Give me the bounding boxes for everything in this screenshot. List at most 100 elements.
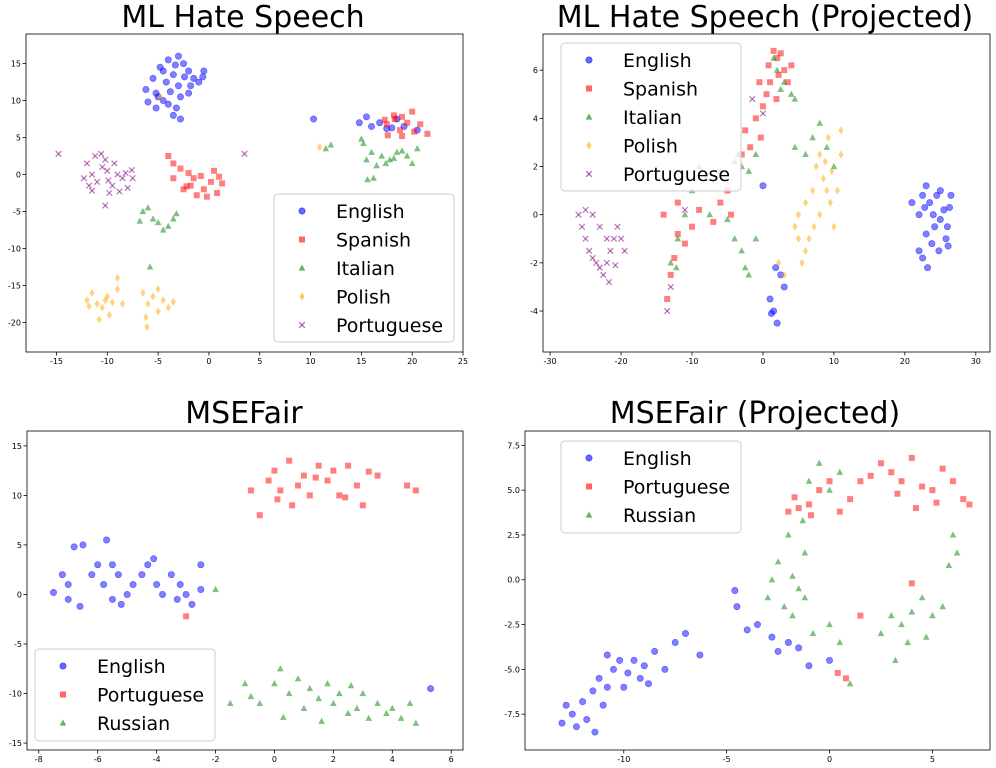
data-point [310,115,318,123]
data-point [809,133,816,141]
data-point [241,680,249,687]
data-point [306,492,313,499]
data-point [265,477,272,484]
data-point [811,222,817,231]
y-tick-label: -10 [9,690,22,699]
data-point [214,190,221,196]
data-point [109,182,116,189]
data-point [674,230,681,237]
data-point [589,687,597,695]
data-point [612,262,619,269]
data-point [728,211,735,218]
data-point [170,175,177,182]
data-point [928,240,936,248]
legend-label: English [336,201,405,223]
data-point [327,141,335,148]
y-tick-label: -4 [530,307,538,316]
data-point [926,199,934,207]
data-point [667,271,674,278]
y-tick-label: 5 [17,541,22,550]
data-point [908,199,916,207]
data-point [363,156,370,163]
data-point [946,203,954,211]
data-point [942,235,950,243]
legend-label: Russian [97,713,170,735]
data-point [838,126,844,135]
data-point [918,594,926,601]
scatter-plot: -8 -6 -4 -2 0 2 4 6 -15 -10 -5 0 5 10 15 English Portugu… [9,430,464,764]
data-point [185,67,193,75]
x-tick-label: -6 [94,755,102,764]
data-point [929,211,937,219]
data-point [810,186,816,195]
y-tick-label: 15 [11,60,21,69]
data-point [96,315,102,324]
data-point [605,278,613,286]
data-point [397,714,405,721]
data-point [919,191,927,199]
legend: English Spanish Italian Polish Portuguese [560,42,742,192]
data-point [759,110,767,117]
y-tick-label: 0 [17,590,22,599]
y-tick-label: 5.0 [507,486,520,495]
data-point [114,171,121,178]
y-tick-label: -2 [530,259,538,268]
legend-marker [60,691,66,698]
data-point [172,104,180,112]
data-point [674,199,681,206]
data-point [181,73,189,81]
data-point [781,67,788,74]
data-point [795,585,802,592]
data-point [155,285,161,294]
data-point [820,174,826,183]
data-point [912,505,919,512]
data-point [949,478,956,485]
data-point [98,163,106,171]
data-point [915,247,923,255]
data-point [681,211,689,218]
data-point [784,79,791,86]
data-point [144,204,152,211]
data-point [898,620,905,628]
legend-label: Polish [336,287,391,309]
data-point [867,472,874,479]
x-tick-label: 6 [449,755,454,764]
data-point [780,603,788,610]
data-point [212,585,219,593]
data-point [370,174,377,181]
data-point [149,74,157,82]
data-point [398,147,406,154]
data-point [696,651,704,659]
data-point [789,572,796,579]
data-point [199,73,207,81]
data-point [741,264,749,271]
data-point [877,460,884,467]
data-point [809,629,817,637]
data-point [747,144,754,151]
data-point [412,719,420,726]
data-point [600,271,607,279]
data-point [752,235,760,242]
data-point [312,474,319,481]
data-point [99,303,105,312]
legend-label: Spanish [623,79,698,101]
data-point [365,714,373,721]
data-point [195,78,203,86]
data-point [929,487,936,494]
legend-marker [585,113,593,120]
data-point [592,259,600,267]
chart-ml-hate-speech: ML Hate Speech -15 -10 -5 0 5 10 15 20 25 -20 -15-… [0,0,498,384]
data-point [738,247,745,254]
data-point [780,283,788,291]
data-point [733,603,741,611]
data-point [922,230,930,238]
axes-frame [542,33,991,353]
data-point [777,50,784,57]
data-point [710,218,717,225]
data-point [630,656,638,664]
data-point [417,121,424,128]
data-point [187,182,194,189]
legend-marker [585,170,593,178]
data-point [877,629,885,637]
data-point [795,234,802,243]
